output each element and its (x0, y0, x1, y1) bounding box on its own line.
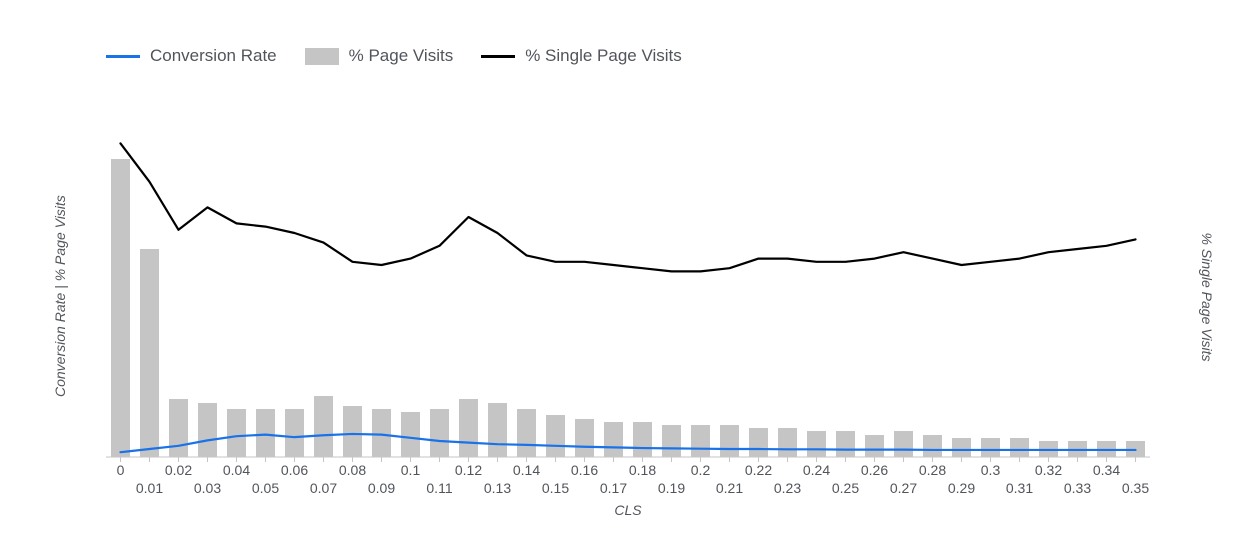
x-tick-label: 0.27 (884, 480, 924, 496)
x-tick-label: 0.11 (420, 480, 460, 496)
chart-root: { "layout": { "page_w": 1256, "page_h": … (0, 0, 1256, 560)
x-tick-label: 0.03 (188, 480, 228, 496)
legend-conversion-rate: Conversion Rate (106, 46, 277, 66)
x-tick-label: 0.01 (130, 480, 170, 496)
legend-single-page-label: % Single Page Visits (525, 46, 682, 66)
x-tick-label: 0.21 (710, 480, 750, 496)
x-tick-label: 0.07 (304, 480, 344, 496)
legend-page-visits: % Page Visits (305, 46, 454, 66)
plot-area (106, 137, 1150, 457)
legend: Conversion Rate % Page Visits % Single Pag… (106, 46, 710, 66)
x-tick-label: 0.32 (1029, 462, 1069, 478)
x-tick-label: 0.25 (826, 480, 866, 496)
x-tick-label: 0.05 (246, 480, 286, 496)
x-tick-label: 0.33 (1058, 480, 1098, 496)
x-tick-label: 0.09 (362, 480, 402, 496)
x-tick-label: 0.3 (971, 462, 1011, 478)
x-tick-label: 0.12 (449, 462, 489, 478)
x-tick-label: 0.35 (1116, 480, 1156, 496)
x-tick-label: 0.17 (594, 480, 634, 496)
x-tick-label: 0 (101, 462, 141, 478)
x-tick-label: 0.02 (159, 462, 199, 478)
x-tick-label: 0.29 (942, 480, 982, 496)
x-tick-label: 0.31 (1000, 480, 1040, 496)
x-tick-label: 0.24 (797, 462, 837, 478)
x-tick-label: 0.26 (855, 462, 895, 478)
y-axis-right-title: % Single Page Visits (1199, 197, 1215, 397)
x-tick-label: 0.23 (768, 480, 808, 496)
x-tick-label: 0.2 (681, 462, 721, 478)
x-tick-label: 0.06 (275, 462, 315, 478)
x-tick-label: 0.14 (507, 462, 547, 478)
x-axis-title: CLS (106, 502, 1150, 518)
x-tick-label: 0.08 (333, 462, 373, 478)
x-tick-label: 0.34 (1087, 462, 1127, 478)
x-tick-label: 0.16 (565, 462, 605, 478)
legend-single-page: % Single Page Visits (481, 46, 682, 66)
legend-conversion-rate-label: Conversion Rate (150, 46, 277, 66)
legend-single-page-swatch (481, 55, 515, 58)
x-tick-label: 0.18 (623, 462, 663, 478)
y-axis-left-title: Conversion Rate | % Page Visits (52, 197, 68, 397)
x-tick-label: 0.13 (478, 480, 518, 496)
x-tick-label: 0.1 (391, 462, 431, 478)
x-tick-label: 0.28 (913, 462, 953, 478)
legend-page-visits-swatch (305, 48, 339, 65)
legend-page-visits-label: % Page Visits (349, 46, 454, 66)
x-tick-label: 0.15 (536, 480, 576, 496)
x-axis-ticks: 00.020.040.060.080.10.120.140.160.180.20… (106, 462, 1150, 502)
x-tick-label: 0.04 (217, 462, 257, 478)
legend-conversion-rate-swatch (106, 55, 140, 58)
x-tick-label: 0.19 (652, 480, 692, 496)
axis-baseline (106, 137, 1150, 465)
x-tick-label: 0.22 (739, 462, 779, 478)
